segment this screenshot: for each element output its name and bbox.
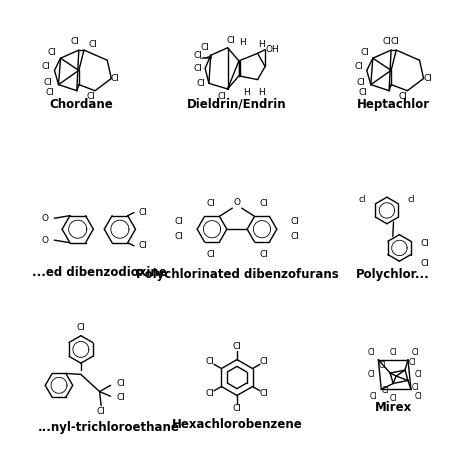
Text: Cl: Cl xyxy=(206,389,214,398)
Text: Cl: Cl xyxy=(291,217,300,226)
Text: Cl: Cl xyxy=(97,407,106,416)
Text: Cl: Cl xyxy=(197,79,206,88)
Text: Cl: Cl xyxy=(201,43,210,52)
Text: Cl: Cl xyxy=(42,62,51,71)
Text: Cl: Cl xyxy=(354,62,363,71)
Text: Cl: Cl xyxy=(382,386,390,395)
Text: Cl: Cl xyxy=(233,342,241,351)
Text: Cl: Cl xyxy=(383,37,392,46)
Text: Cl: Cl xyxy=(174,232,183,241)
Text: ...nyl-trichloroethane: ...nyl-trichloroethane xyxy=(38,421,180,434)
Text: H: H xyxy=(258,88,265,97)
Text: O: O xyxy=(41,214,48,223)
Text: Cl: Cl xyxy=(48,47,57,56)
Text: Cl: Cl xyxy=(260,357,268,366)
Text: Heptachlor: Heptachlor xyxy=(356,99,430,111)
Text: ...ed dibenzodioxine: ...ed dibenzodioxine xyxy=(32,266,167,279)
Text: Cl: Cl xyxy=(76,323,85,332)
Text: Cl: Cl xyxy=(117,393,126,402)
Text: Chordane: Chordane xyxy=(49,99,113,111)
Text: Cl: Cl xyxy=(174,217,183,226)
Text: Cl: Cl xyxy=(356,78,365,87)
Text: Cl: Cl xyxy=(420,259,429,268)
Text: cl: cl xyxy=(358,195,366,204)
Text: cl: cl xyxy=(408,195,416,204)
Text: Cl: Cl xyxy=(390,394,397,403)
Text: H: H xyxy=(239,37,246,46)
Text: Polychlorinated dibenzofurans: Polychlorinated dibenzofurans xyxy=(136,268,338,281)
Text: H: H xyxy=(258,39,265,48)
Text: Cl: Cl xyxy=(399,92,408,101)
Text: Cl: Cl xyxy=(358,88,367,97)
Text: Cl: Cl xyxy=(87,92,95,101)
Text: Cl: Cl xyxy=(420,239,429,248)
Text: Cl: Cl xyxy=(218,92,227,101)
Text: Cl: Cl xyxy=(367,370,374,379)
Text: Cl: Cl xyxy=(411,348,419,357)
Text: Cl: Cl xyxy=(233,404,241,413)
Text: O: O xyxy=(234,198,240,207)
Text: Cl: Cl xyxy=(111,74,120,83)
Text: Cl: Cl xyxy=(206,357,214,366)
Text: H: H xyxy=(243,88,250,97)
Text: Cl: Cl xyxy=(193,64,202,73)
Text: Cl: Cl xyxy=(291,232,300,241)
Text: Cl: Cl xyxy=(70,37,79,46)
Text: Cl: Cl xyxy=(259,199,268,208)
Text: Cl: Cl xyxy=(423,74,432,83)
Text: Hexachlorobenzene: Hexachlorobenzene xyxy=(172,418,302,431)
Text: Cl: Cl xyxy=(206,199,215,208)
Text: Cl: Cl xyxy=(138,208,147,217)
Text: O: O xyxy=(41,236,48,245)
Text: Cl: Cl xyxy=(390,348,397,357)
Text: Cl: Cl xyxy=(193,51,202,60)
Text: Cl: Cl xyxy=(415,370,422,379)
Text: Cl: Cl xyxy=(259,250,268,259)
Text: Cl: Cl xyxy=(44,78,53,87)
Text: Cl: Cl xyxy=(227,36,236,45)
Text: Mirex: Mirex xyxy=(374,401,412,414)
Text: O: O xyxy=(265,45,273,54)
Text: Cl: Cl xyxy=(138,241,147,250)
Text: Cl: Cl xyxy=(89,39,98,48)
Text: Cl: Cl xyxy=(415,392,422,401)
Text: Cl: Cl xyxy=(411,383,419,392)
Text: Cl: Cl xyxy=(46,88,55,97)
Text: Cl: Cl xyxy=(409,358,416,367)
Text: Cl: Cl xyxy=(370,392,378,401)
Text: Cl: Cl xyxy=(360,47,369,56)
Text: Cl: Cl xyxy=(117,379,126,388)
Text: Cl: Cl xyxy=(260,389,268,398)
Polygon shape xyxy=(239,61,240,76)
Text: Cl: Cl xyxy=(379,361,386,370)
Text: Polychlor...: Polychlor... xyxy=(356,268,430,281)
Text: Dieldrin/Endrin: Dieldrin/Endrin xyxy=(187,98,287,110)
Text: Cl: Cl xyxy=(367,348,374,357)
Text: Cl: Cl xyxy=(206,250,215,259)
Text: H: H xyxy=(271,45,278,54)
Text: Cl: Cl xyxy=(391,37,400,46)
